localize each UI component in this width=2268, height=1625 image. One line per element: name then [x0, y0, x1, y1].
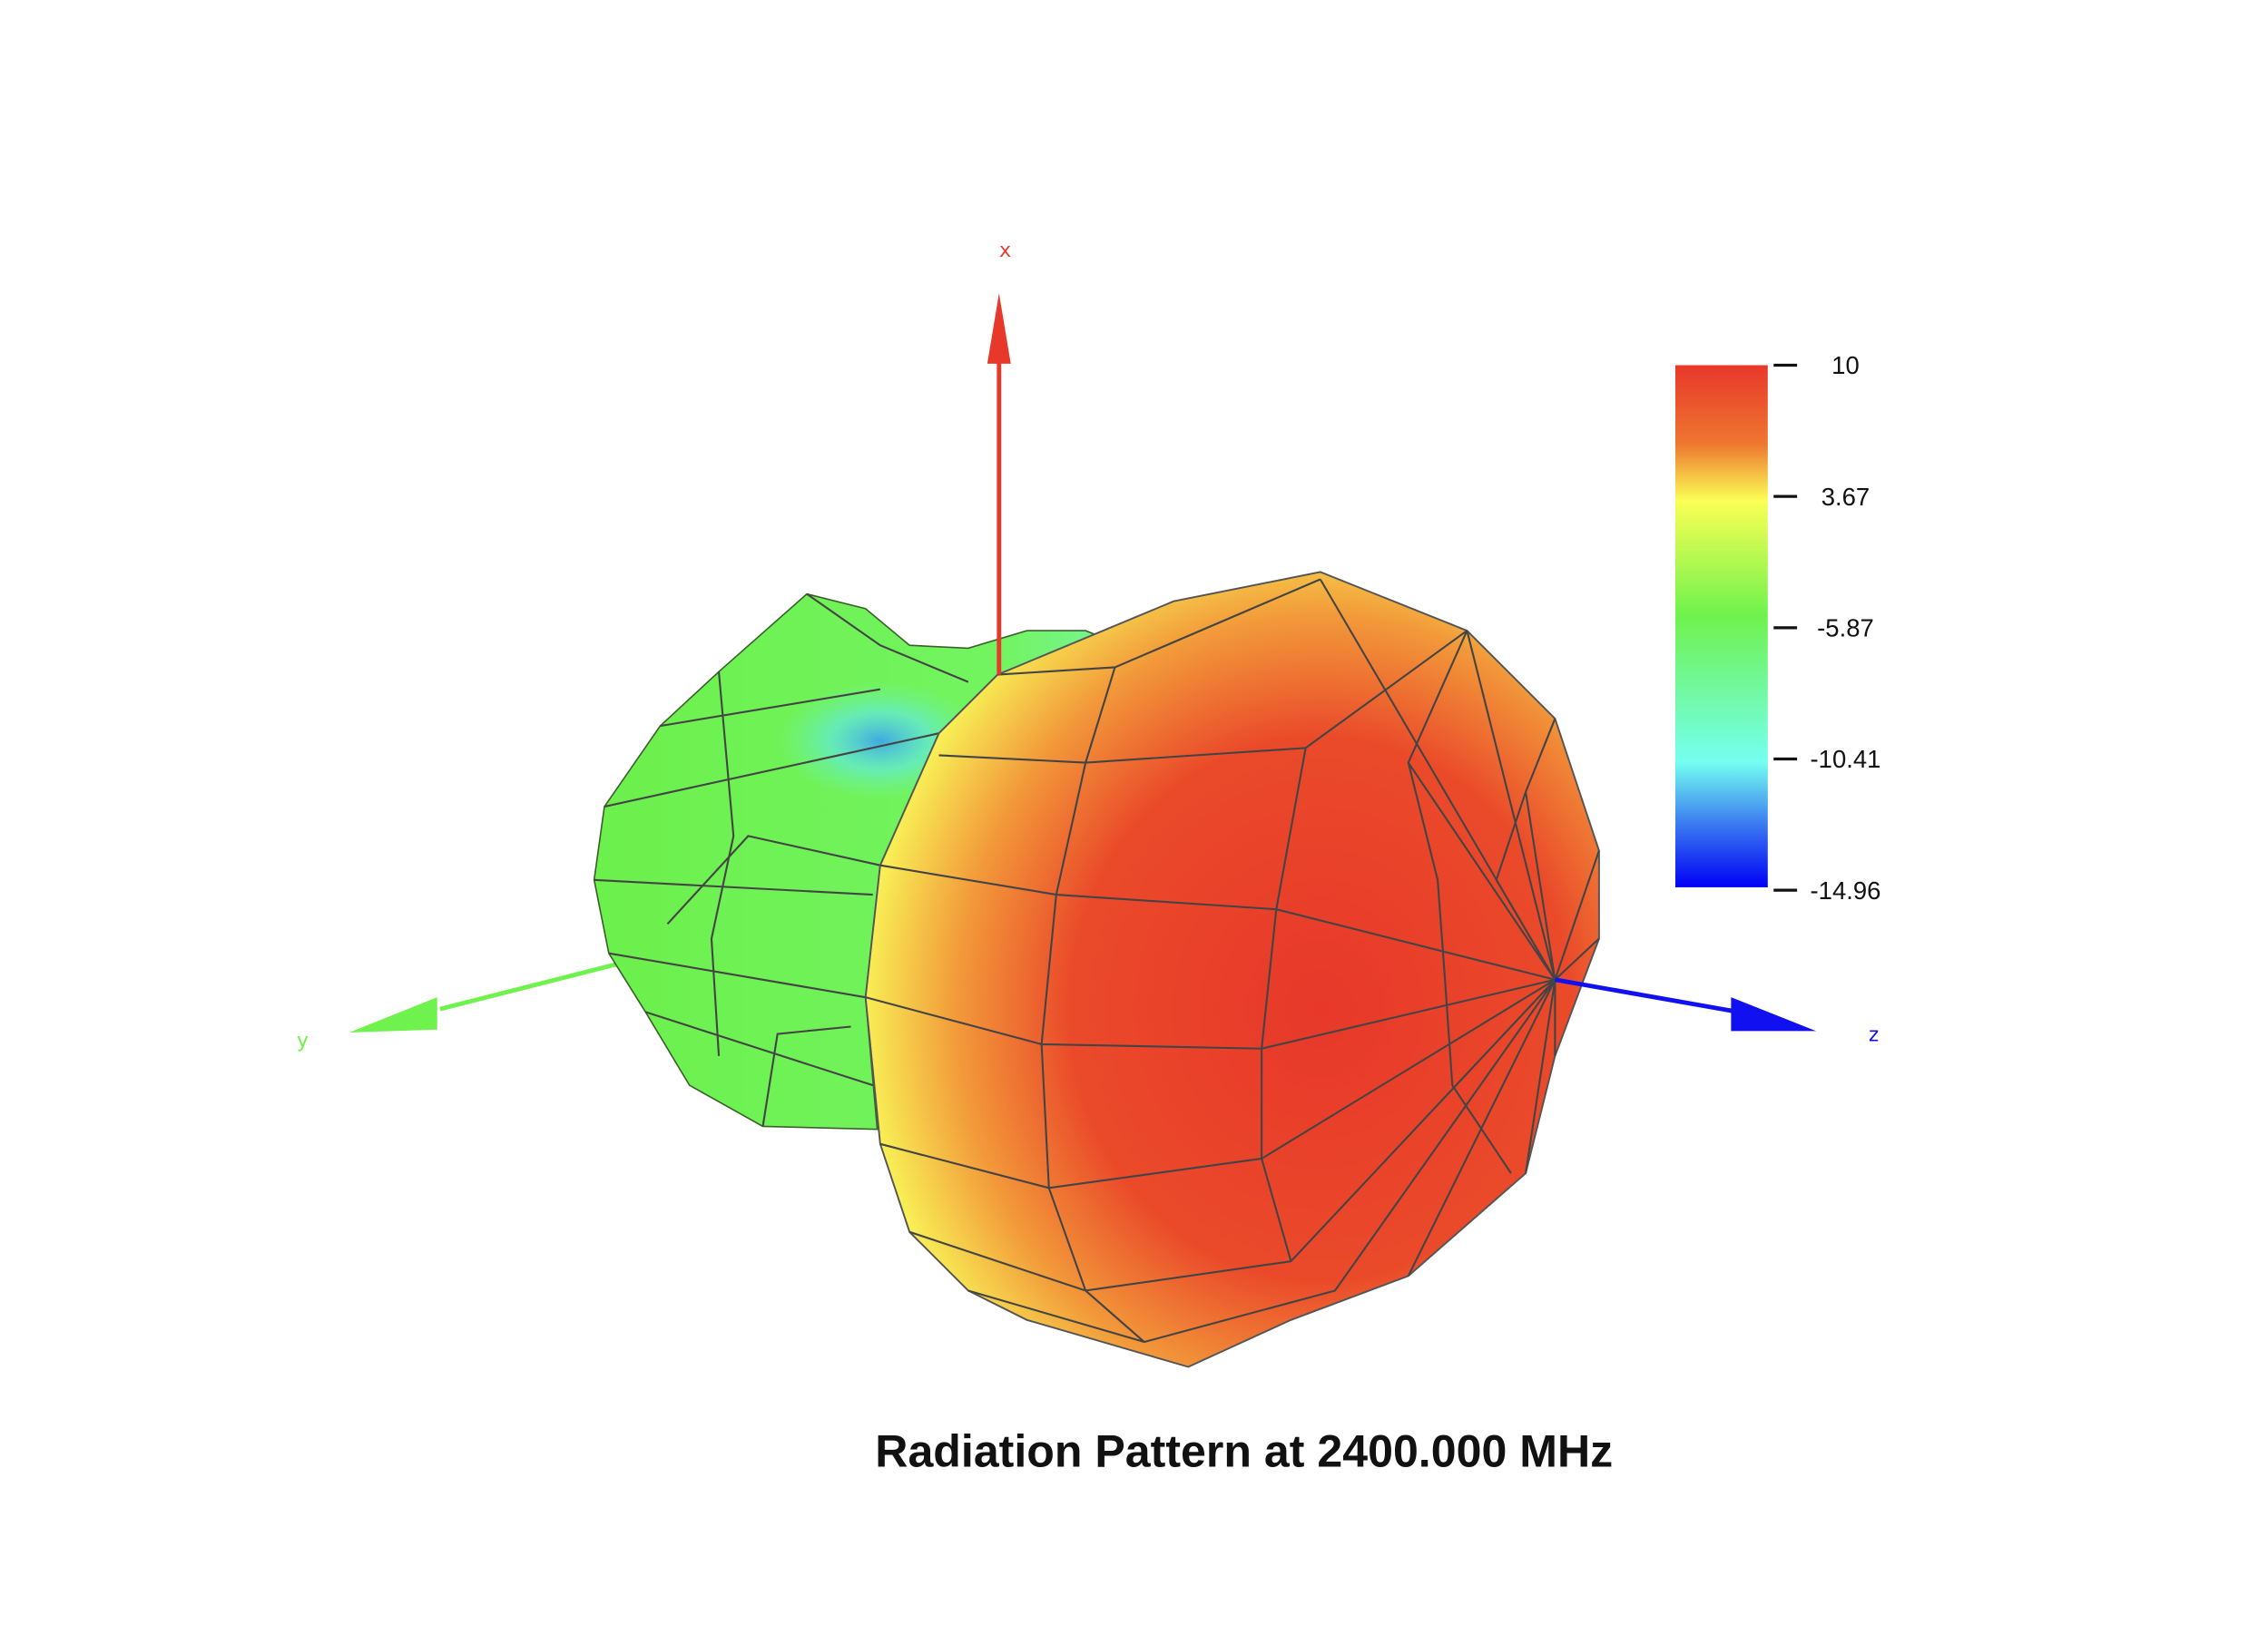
- x-axis: x: [987, 239, 1012, 675]
- colorbar-tick-label: -10.41: [1811, 745, 1881, 773]
- colorbar-gradient: [1674, 365, 1768, 887]
- colorbar-tick-label: -14.96: [1811, 876, 1881, 905]
- y-axis-label: y: [297, 1029, 309, 1052]
- x-axis-label: x: [999, 239, 1012, 262]
- colorbar-tick-label: 3.67: [1821, 483, 1870, 511]
- colorbar-tick-label: -5.87: [1817, 614, 1874, 642]
- x-axis-arrowhead: [987, 293, 1011, 364]
- y-axis: y: [297, 958, 632, 1052]
- chart-title: Radiation Pattern at 2400.000 MHz: [875, 1425, 1613, 1476]
- y-axis-arrowhead: [349, 997, 437, 1033]
- z-axis-label: z: [1868, 1023, 1880, 1047]
- main-lobe: [864, 571, 1600, 1368]
- colorbar-tick-label: 10: [1831, 351, 1860, 379]
- colorbar: 10 3.67 -5.87 -10.41 -14.96: [1674, 351, 1881, 905]
- z-axis: z: [1554, 977, 1880, 1047]
- z-axis-arrowhead: [1731, 997, 1817, 1032]
